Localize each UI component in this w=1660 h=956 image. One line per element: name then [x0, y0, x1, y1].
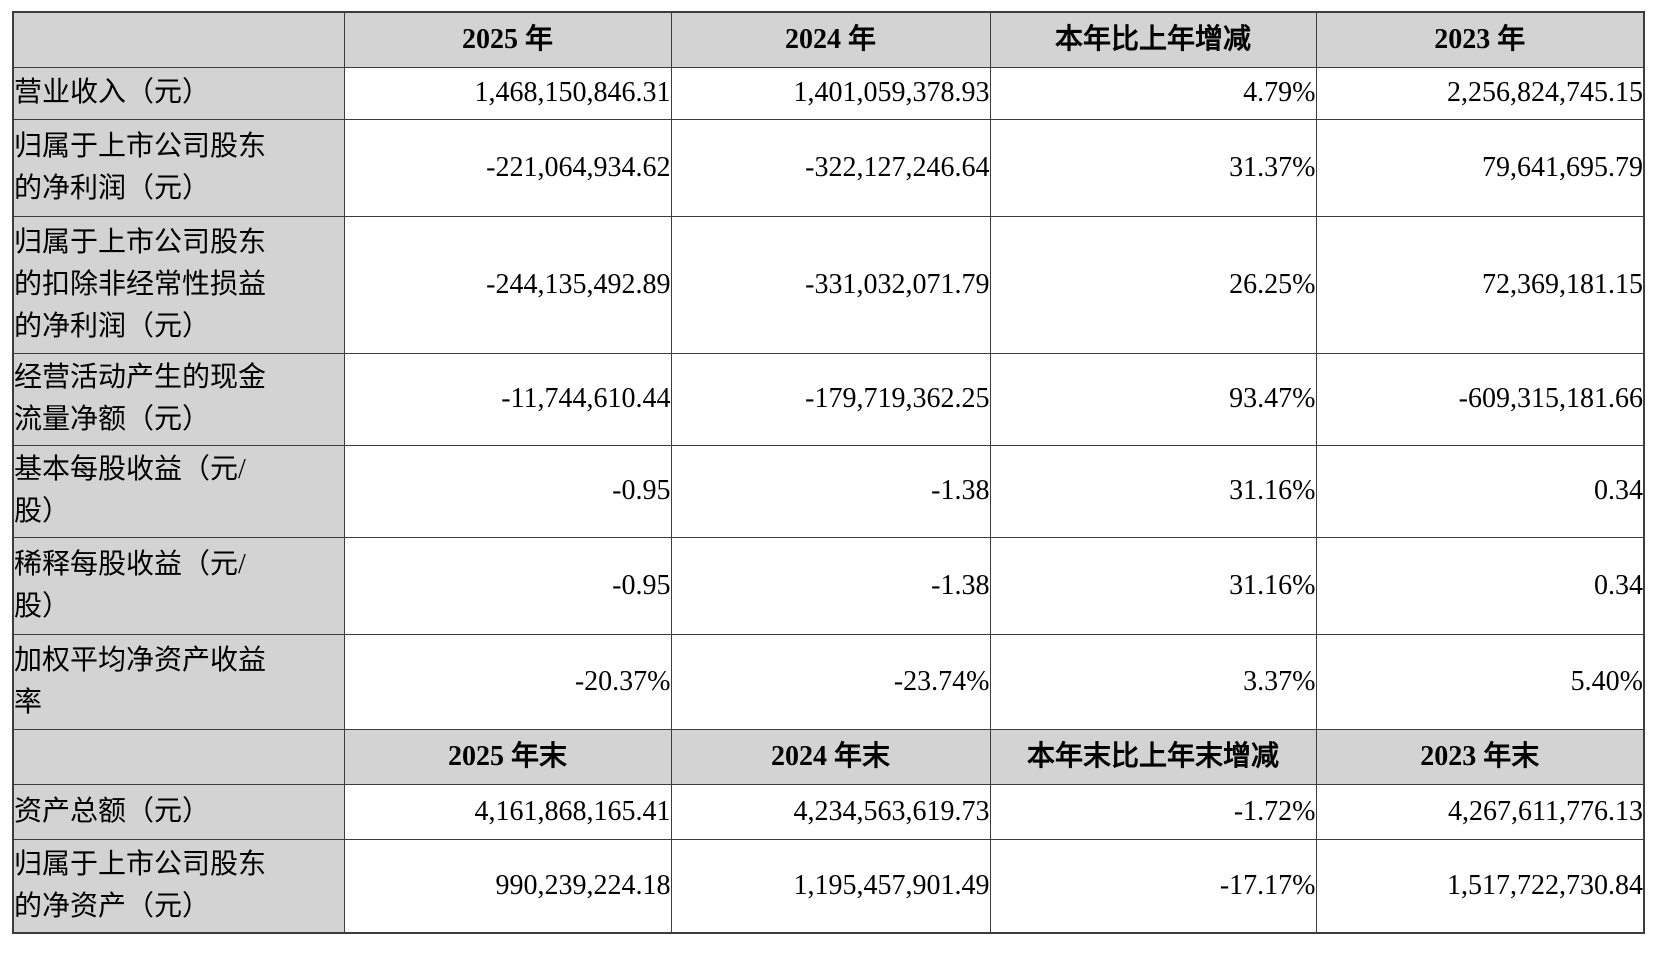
table-row-net-profit: 归属于上市公司股东 的净利润（元） -221,064,934.62 -322,1… [12, 118, 1645, 217]
table-row-basic-eps: 基本每股收益（元/ 股） -0.95 -1.38 31.16% 0.34 [12, 444, 1645, 538]
row-label: 归属于上市公司股东 的净利润（元） [12, 118, 345, 217]
header-blank-cell [12, 728, 345, 785]
col-header-2025: 2025 年 [343, 11, 672, 68]
value-2023: 0.34 [1315, 536, 1645, 635]
value-2024: 1,195,457,901.49 [670, 838, 991, 934]
value-2025: -221,064,934.62 [343, 118, 672, 217]
value-2025: 4,161,868,165.41 [343, 783, 672, 840]
row-label: 归属于上市公司股东 的扣除非经常性损益 的净利润（元） [12, 215, 345, 354]
col-header-year-end-change: 本年末比上年末增减 [989, 728, 1317, 785]
value-2025: -11,744,610.44 [343, 352, 672, 446]
value-2025: 990,239,224.18 [343, 838, 672, 934]
value-2025: -244,135,492.89 [343, 215, 672, 354]
value-2025: 1,468,150,846.31 [343, 66, 672, 120]
value-change: 4.79% [989, 66, 1317, 120]
row-label: 基本每股收益（元/ 股） [12, 444, 345, 538]
table-row-diluted-eps: 稀释每股收益（元/ 股） -0.95 -1.38 31.16% 0.34 [12, 536, 1645, 635]
value-2024: -179,719,362.25 [670, 352, 991, 446]
col-header-2023: 2023 年 [1315, 11, 1645, 68]
row-label: 稀释每股收益（元/ 股） [12, 536, 345, 635]
value-2025: -0.95 [343, 536, 672, 635]
header-row-year-end: 2025 年末 2024 年末 本年末比上年末增减 2023 年末 [12, 728, 1645, 785]
value-change: 26.25% [989, 215, 1317, 354]
table-row-net-profit-excl-nonrecurring: 归属于上市公司股东 的扣除非经常性损益 的净利润（元） -244,135,492… [12, 215, 1645, 354]
value-2024: -23.74% [670, 633, 991, 730]
value-2023: 1,517,722,730.84 [1315, 838, 1645, 934]
value-change: -1.72% [989, 783, 1317, 840]
col-header-yoy-change: 本年比上年增减 [989, 11, 1317, 68]
table-row-operating-cash-flow: 经营活动产生的现金 流量净额（元） -11,744,610.44 -179,71… [12, 352, 1645, 446]
col-header-2023-end: 2023 年末 [1315, 728, 1645, 785]
value-change: 3.37% [989, 633, 1317, 730]
value-2024: -331,032,071.79 [670, 215, 991, 354]
value-2025: -0.95 [343, 444, 672, 538]
value-2023: 72,369,181.15 [1315, 215, 1645, 354]
value-2023: 0.34 [1315, 444, 1645, 538]
row-label: 归属于上市公司股东 的净资产（元） [12, 838, 345, 934]
col-header-2024: 2024 年 [670, 11, 991, 68]
value-change: 31.37% [989, 118, 1317, 217]
value-2025: -20.37% [343, 633, 672, 730]
header-blank-cell [12, 11, 345, 68]
value-2024: -1.38 [670, 536, 991, 635]
table-row-weighted-avg-roe: 加权平均净资产收益 率 -20.37% -23.74% 3.37% 5.40% [12, 633, 1645, 730]
value-2024: -1.38 [670, 444, 991, 538]
value-2023: 5.40% [1315, 633, 1645, 730]
value-change: 93.47% [989, 352, 1317, 446]
row-label: 资产总额（元） [12, 783, 345, 840]
table-row-total-assets: 资产总额（元） 4,161,868,165.41 4,234,563,619.7… [12, 783, 1645, 840]
value-2024: 4,234,563,619.73 [670, 783, 991, 840]
table-row-revenue: 营业收入（元） 1,468,150,846.31 1,401,059,378.9… [12, 66, 1645, 120]
value-2023: 79,641,695.79 [1315, 118, 1645, 217]
col-header-2025-end: 2025 年末 [343, 728, 672, 785]
value-2024: 1,401,059,378.93 [670, 66, 991, 120]
row-label: 营业收入（元） [12, 66, 345, 120]
value-change: 31.16% [989, 536, 1317, 635]
financial-summary-table: 2025 年 2024 年 本年比上年增减 2023 年 营业收入（元） 1,4… [12, 11, 1645, 934]
row-label: 加权平均净资产收益 率 [12, 633, 345, 730]
value-2024: -322,127,246.64 [670, 118, 991, 217]
value-2023: -609,315,181.66 [1315, 352, 1645, 446]
table-row-net-assets: 归属于上市公司股东 的净资产（元） 990,239,224.18 1,195,4… [12, 838, 1645, 934]
value-2023: 4,267,611,776.13 [1315, 783, 1645, 840]
value-2023: 2,256,824,745.15 [1315, 66, 1645, 120]
col-header-2024-end: 2024 年末 [670, 728, 991, 785]
value-change: 31.16% [989, 444, 1317, 538]
header-row-annual: 2025 年 2024 年 本年比上年增减 2023 年 [12, 11, 1645, 68]
value-change: -17.17% [989, 838, 1317, 934]
row-label: 经营活动产生的现金 流量净额（元） [12, 352, 345, 446]
